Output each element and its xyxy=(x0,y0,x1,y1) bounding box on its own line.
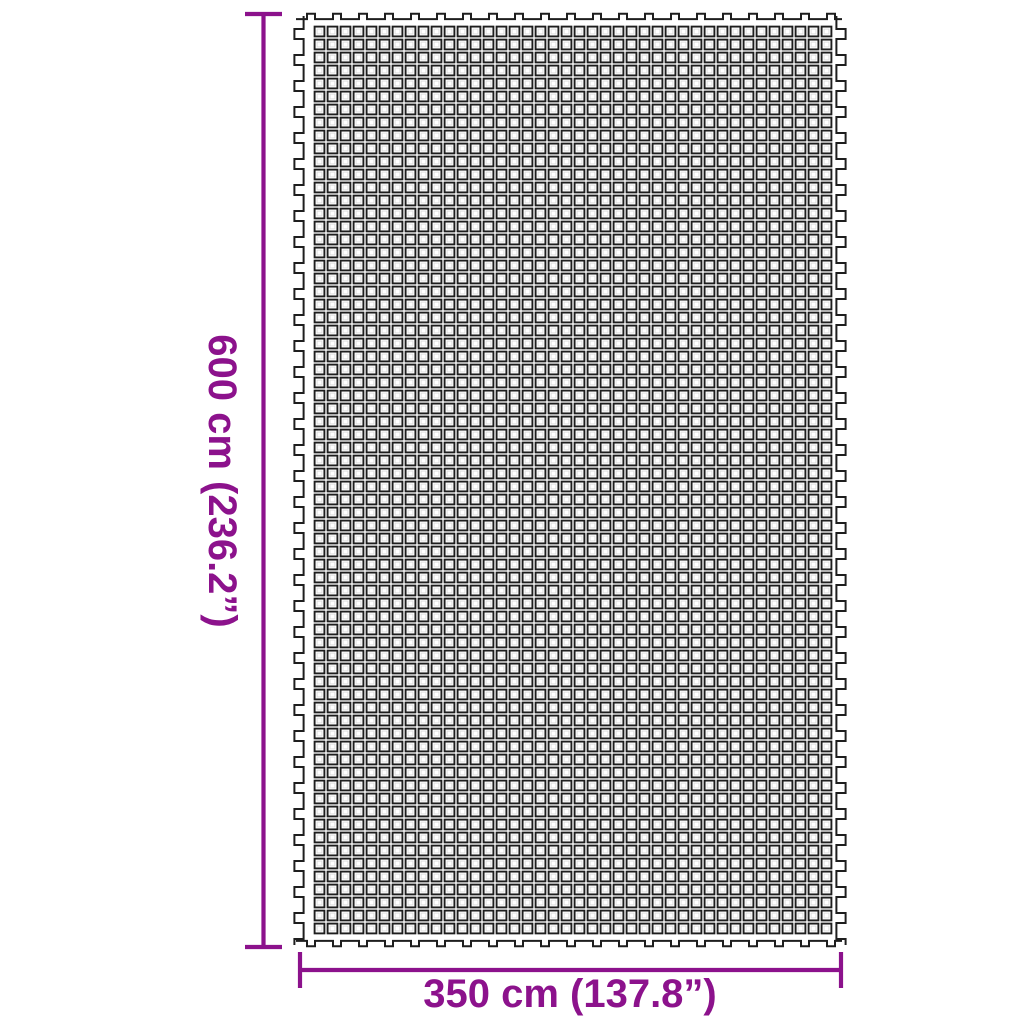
mat-left-edge xyxy=(293,16,305,945)
height-dimension-line xyxy=(245,11,282,950)
mat-grid xyxy=(313,25,833,935)
mat-right-edge xyxy=(835,16,847,945)
width-dimension-label: 350 cm (137.8”) xyxy=(423,972,717,1016)
mat-mesh xyxy=(293,12,847,948)
mat-top-edge xyxy=(296,12,842,21)
height-dimension-label: 600 cm (236.2”) xyxy=(200,334,244,628)
mat-bottom-edge xyxy=(296,939,842,948)
width-dimension-line xyxy=(297,952,844,988)
